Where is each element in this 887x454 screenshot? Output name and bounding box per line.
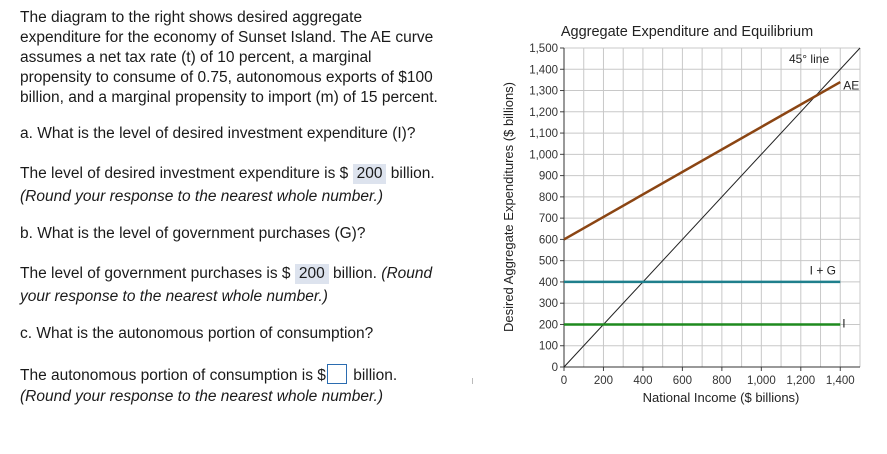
x-tick-label: 1,200 [786,375,815,387]
answer-c-prefix: The autonomous portion of consumption is… [20,367,326,384]
answer-a-prefix: The level of desired investment expendit… [20,165,349,182]
y-axis-label: Desired Aggregate Expenditures ($ billio… [501,82,516,332]
y-tick-label: 1,400 [529,64,558,76]
answer-c-note: (Round your response to the nearest whol… [20,388,384,405]
y-tick-label: 1,000 [529,149,558,161]
answer-b-line: The level of government purchases is $ 2… [20,264,432,284]
series-labels: 45° line AE I + G I [789,52,859,331]
y-tick-label: 1,300 [529,86,558,98]
y-tick-label: 800 [539,192,558,204]
x-tick-label: 800 [712,375,731,387]
answer-c-line: The autonomous portion of consumption is… [20,364,397,386]
y-tick-label: 1,500 [529,43,558,55]
problem-panel: The diagram to the right shows desired a… [20,8,470,405]
y-tick-label: 100 [539,341,558,353]
answer-b-field[interactable]: 200 [294,264,329,284]
x-tick-label: 400 [633,375,652,387]
y-tick-label: 600 [539,234,558,246]
answer-a-line: The level of desired investment expendit… [20,164,435,184]
answer-c-suffix: billion. [353,367,398,384]
intro-line: assumes a net tax rate (t) of 10 percent… [20,49,372,66]
series-group [563,47,861,368]
intro-line: propensity to consume of 0.75, autonomou… [20,69,433,86]
x-tick-label: 200 [594,375,613,387]
x-tick-label: 1,000 [747,375,776,387]
question-b: b. What is the level of government purch… [20,225,366,242]
y-tick-label: 0 [552,362,558,374]
label-45-line: 45° line [789,52,829,66]
x-axis-label: National Income ($ billions) [643,390,800,405]
intro-line: The diagram to the right shows desired a… [20,9,363,26]
answer-a-field[interactable]: 200 [352,164,387,184]
chart-title: Aggregate Expenditure and Equilibrium [561,24,813,40]
y-tick-label: 1,100 [529,128,558,140]
problem-intro: The diagram to the right shows desired a… [20,8,470,108]
ae-chart: Aggregate Expenditure and Equilibrium De… [501,24,861,405]
answer-a-note: (Round your response to the nearest whol… [20,188,384,205]
y-tick-label: 1,200 [529,107,558,119]
intro-line: expenditure for the economy of Sunset Is… [20,29,434,46]
y-tick-label: 700 [539,213,558,225]
answer-b-suffix: billion. [333,265,377,282]
answer-b-prefix: The level of government purchases is $ [20,265,291,282]
question-a: a. What is the level of desired investme… [20,125,416,142]
x-tick-label: 600 [673,375,692,387]
y-tick-label: 900 [539,171,558,183]
label-i: I [842,317,845,331]
label-i-plus-g: I + G [810,263,836,277]
axes: 0 100 200 300 400 500 600 700 800 900 1,000 1,100 1,… [529,43,860,387]
answer-b-note: your response to the nearest whole numbe… [20,288,328,305]
x-tick-label: 1,400 [826,375,855,387]
answer-b-note-start: (Round [381,265,433,282]
y-tick-label: 500 [539,256,558,268]
question-c: c. What is the autonomous portion of con… [20,325,374,342]
answer-c-input[interactable] [326,364,347,384]
y-tick-label: 200 [539,319,558,331]
y-tick-label: 400 [539,277,558,289]
series-line-45-line [563,47,861,368]
answer-a-suffix: billion. [390,165,435,182]
divider [472,378,473,384]
label-ae: AE [843,78,859,92]
grid [563,47,861,368]
intro-line: billion, and a marginal propensity to im… [20,89,438,106]
series-line-ae [563,80,841,241]
y-tick-label: 300 [539,298,558,310]
x-tick-label: 0 [561,375,567,387]
